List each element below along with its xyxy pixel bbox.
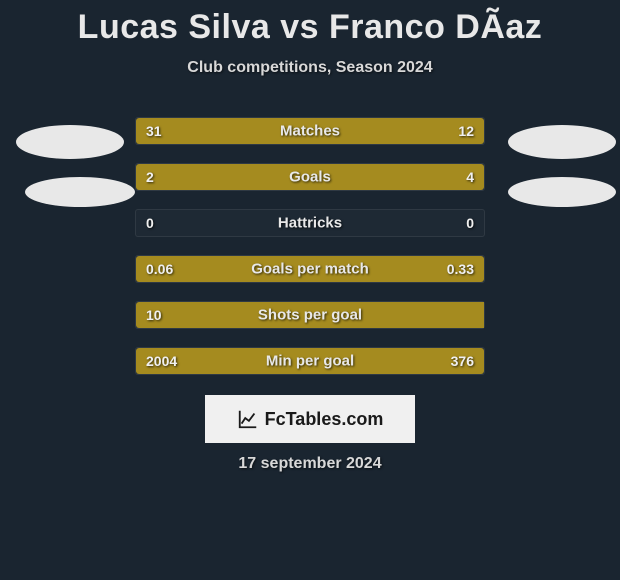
stat-row: 2004 376 Min per goal <box>135 347 485 375</box>
player-right-avatar-shadow <box>508 177 616 207</box>
chart-icon <box>237 408 259 430</box>
stat-row: 31 12 Matches <box>135 117 485 145</box>
stat-row: 0.06 0.33 Goals per match <box>135 255 485 283</box>
logo-badge: FcTables.com <box>205 395 415 443</box>
player-left-avatar-shadow <box>25 177 135 207</box>
date-label: 17 september 2024 <box>238 455 381 473</box>
value-right: 4 <box>466 169 474 185</box>
page-subtitle: Club competitions, Season 2024 <box>0 59 620 77</box>
row-label: Goals per match <box>251 261 369 278</box>
value-left: 2 <box>146 169 154 185</box>
value-left: 2004 <box>146 353 177 369</box>
value-right: 0 <box>466 215 474 231</box>
value-left: 10 <box>146 307 162 323</box>
player-left-avatar <box>16 125 124 159</box>
stat-row: 2 4 Goals <box>135 163 485 191</box>
row-label: Goals <box>289 169 331 186</box>
value-left: 0 <box>146 215 154 231</box>
stat-rows: 31 12 Matches 2 4 Goals 0 0 Hattricks 0.06 0.33 Goa… <box>135 117 485 393</box>
player-right-avatar <box>508 125 616 159</box>
stat-row: 0 0 Hattricks <box>135 209 485 237</box>
row-label: Matches <box>280 123 340 140</box>
value-right: 12 <box>458 123 474 139</box>
row-label: Hattricks <box>278 215 342 232</box>
stat-row: 10 Shots per goal <box>135 301 485 329</box>
row-label: Min per goal <box>266 353 354 370</box>
value-left: 0.06 <box>146 261 173 277</box>
value-right: 0.33 <box>447 261 474 277</box>
bar-right <box>240 164 484 190</box>
page-title: Lucas Silva vs Franco DÃ­az <box>0 0 620 47</box>
logo-text: FcTables.com <box>265 409 384 430</box>
value-right: 376 <box>451 353 474 369</box>
row-label: Shots per goal <box>258 307 362 324</box>
value-left: 31 <box>146 123 162 139</box>
